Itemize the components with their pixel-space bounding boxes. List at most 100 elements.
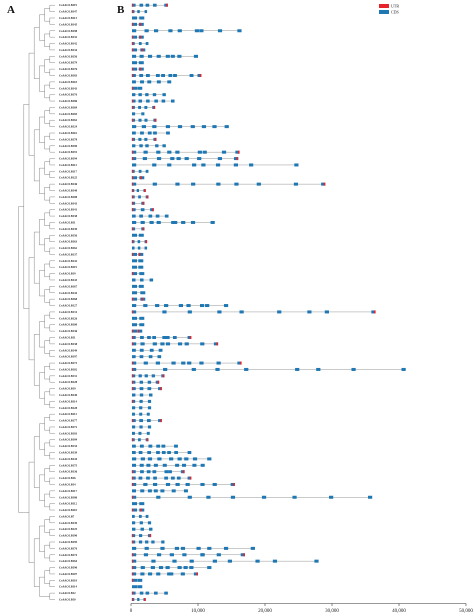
cds-block	[143, 361, 148, 365]
gene-label: CsAAO1.B138	[59, 342, 78, 346]
gene-label: CsAAO1.B10	[59, 598, 76, 602]
cds-block	[147, 399, 152, 403]
utr-block	[160, 419, 162, 423]
cds-block	[146, 476, 150, 480]
gene-structure-row	[131, 3, 168, 7]
utr-block	[131, 310, 133, 314]
cds-block	[152, 342, 157, 346]
gene-structure-row	[132, 233, 144, 237]
gene-structure-row	[131, 201, 145, 205]
cds-block	[171, 489, 176, 493]
gene-structure-row	[131, 73, 202, 77]
cds-block	[201, 125, 207, 129]
cds-block	[132, 16, 137, 20]
cds-block	[175, 150, 180, 154]
cds-block	[140, 335, 144, 339]
cds-block	[144, 118, 148, 122]
cds-block	[132, 431, 135, 435]
cds-block	[234, 182, 239, 186]
gene-label: CsAAO1.B142	[59, 42, 78, 46]
utr-block	[131, 572, 133, 576]
cds-block	[132, 278, 136, 282]
gene-structure-row	[131, 566, 212, 570]
cds-block	[147, 451, 151, 455]
gene-label: CsAAO1.B190	[59, 566, 78, 570]
gene-structure-row	[132, 61, 144, 65]
utr-block	[131, 272, 133, 276]
cds-block	[132, 438, 135, 442]
cds-block	[216, 182, 221, 186]
cds-block	[132, 112, 136, 116]
cds-block	[155, 144, 159, 148]
axis-tick-label: 0	[130, 609, 133, 614]
cds-block	[174, 444, 178, 448]
cds-block	[138, 265, 144, 269]
cds-block	[175, 182, 180, 186]
cds-block	[158, 419, 162, 423]
cds-block	[132, 157, 137, 161]
cds-block	[147, 54, 153, 58]
utr-block	[131, 118, 133, 122]
gene-label: CsAAO1.B143	[59, 278, 78, 282]
cds-block	[189, 559, 194, 563]
gene-label: CsAAO1.B103	[59, 431, 78, 435]
cds-block	[171, 99, 175, 103]
cds-block	[132, 572, 137, 576]
cds-block	[191, 367, 196, 371]
cds-block	[321, 182, 326, 186]
gene-structure-row	[131, 534, 152, 538]
cds-block	[137, 240, 141, 244]
utr-block	[166, 3, 168, 7]
cds-block	[138, 195, 141, 199]
gene-structure-row	[131, 540, 165, 544]
utr-block	[131, 240, 133, 244]
cds-block	[307, 310, 312, 314]
utr-block	[183, 470, 185, 474]
gene-structure-row	[131, 387, 162, 391]
cds-block	[144, 374, 148, 378]
gene-structure-row	[131, 48, 146, 52]
utr-block	[131, 42, 133, 46]
cds-block	[139, 348, 144, 352]
cds-block	[351, 367, 356, 371]
cds-block	[151, 540, 155, 544]
cds-block	[184, 457, 189, 461]
cds-block	[200, 463, 205, 467]
gene-structure-row	[132, 265, 144, 269]
cds-block	[147, 521, 152, 525]
cds-block	[187, 495, 192, 499]
gene-structure-row	[132, 463, 205, 467]
gene-structure-row	[131, 105, 156, 109]
cds-block	[140, 342, 145, 346]
utr-block	[149, 534, 152, 538]
utr-block	[216, 342, 219, 346]
cds-block	[217, 29, 223, 33]
cds-block	[164, 476, 168, 480]
axis-tick-label: 20,000	[258, 609, 272, 614]
gene-structure-row	[131, 150, 240, 154]
gene-label: CsAAO1.B186	[59, 99, 78, 103]
cds-block	[132, 54, 137, 58]
cds-block	[192, 163, 197, 167]
utr-block	[131, 335, 133, 339]
gene-label: CsAAO1.B11	[59, 335, 76, 339]
gene-label: CsAAO1.B116	[59, 131, 77, 135]
cds-block	[132, 540, 136, 544]
gene-structure-row	[132, 131, 170, 135]
cds-block	[178, 304, 184, 308]
phylogenetic-tree	[18, 5, 55, 600]
gene-label: CsAAO1.B190	[59, 144, 78, 148]
cds-block	[165, 342, 171, 346]
cds-block	[148, 572, 153, 576]
utr-block	[131, 297, 133, 301]
cds-block	[132, 67, 137, 71]
cds-block	[168, 470, 172, 474]
cds-block	[132, 80, 136, 84]
gene-structure-row	[132, 489, 188, 493]
gene-label: CsAAO1.B112	[59, 163, 77, 167]
cds-block	[132, 342, 137, 346]
gene-label: CsAAO1.B156	[59, 54, 78, 58]
cds-block	[168, 73, 173, 77]
gene-label: CsAAO1.B183	[59, 112, 78, 116]
cds-block	[401, 367, 406, 371]
